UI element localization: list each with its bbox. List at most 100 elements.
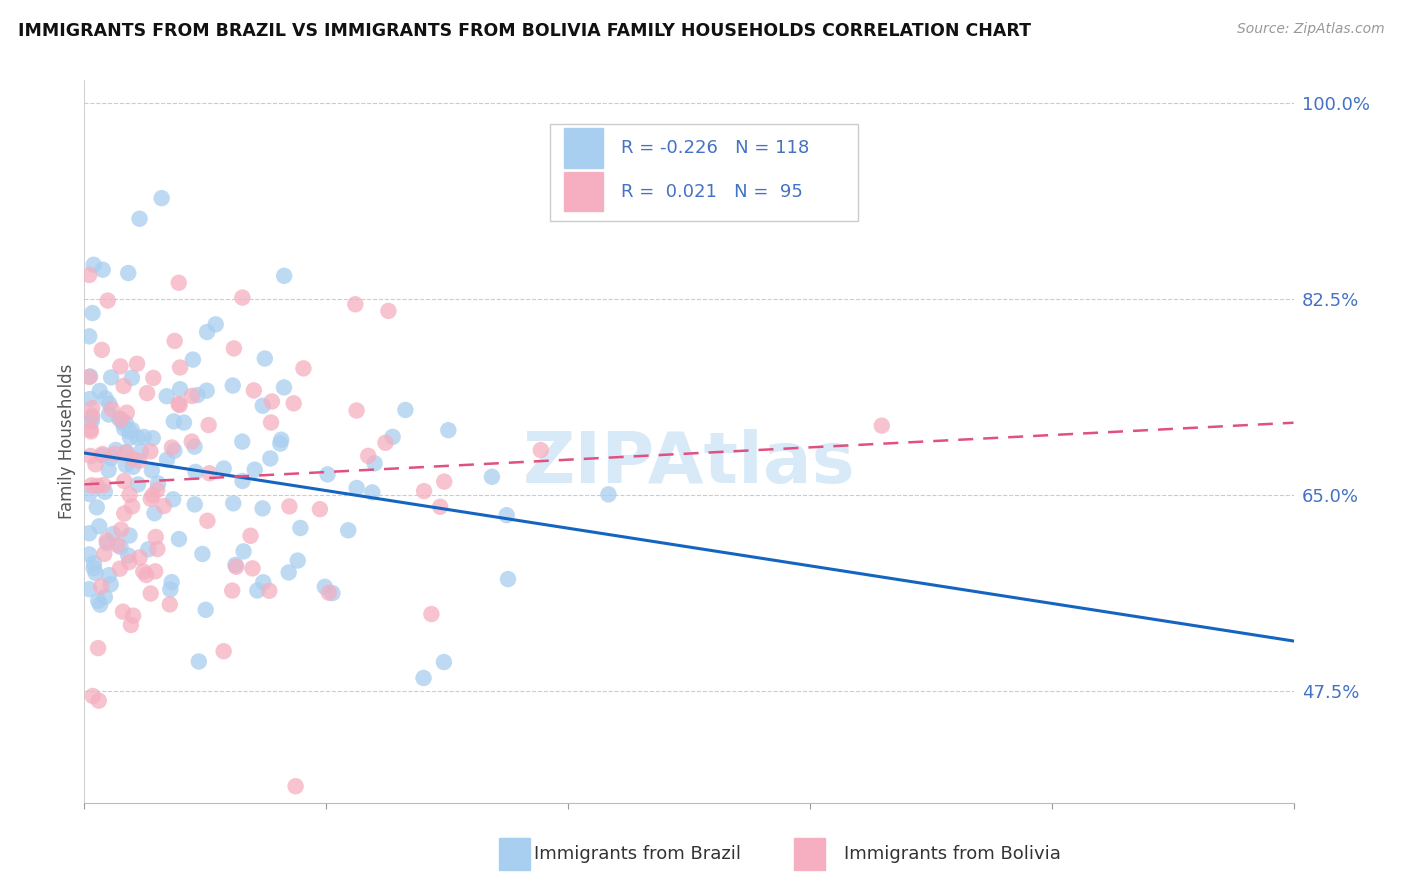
Point <box>259 583 281 598</box>
Point <box>79 392 101 406</box>
Point <box>117 266 139 280</box>
Point <box>87 693 110 707</box>
Point <box>87 641 110 656</box>
Point <box>290 521 312 535</box>
Point <box>91 449 114 463</box>
Point <box>139 444 162 458</box>
Point <box>132 565 155 579</box>
Point <box>112 379 135 393</box>
Point <box>437 423 460 437</box>
Point <box>107 538 129 552</box>
Point <box>100 370 122 384</box>
Point <box>344 297 367 311</box>
Point <box>321 586 343 600</box>
Point <box>481 470 503 484</box>
Point <box>146 476 169 491</box>
Point <box>420 607 443 621</box>
Point <box>222 496 245 510</box>
Point <box>118 425 141 439</box>
Point <box>87 593 110 607</box>
Point <box>122 608 145 623</box>
Point <box>169 398 191 412</box>
Point <box>252 501 274 516</box>
Point <box>139 586 162 600</box>
Text: IMMIGRANTS FROM BRAZIL VS IMMIGRANTS FROM BOLIVIA FAMILY HOUSEHOLDS CORRELATION : IMMIGRANTS FROM BRAZIL VS IMMIGRANTS FRO… <box>18 22 1031 40</box>
Text: R =  0.021   N =  95: R = 0.021 N = 95 <box>621 183 803 201</box>
Text: Immigrants from Brazil: Immigrants from Brazil <box>534 845 741 863</box>
Point <box>252 575 274 590</box>
Text: Immigrants from Bolivia: Immigrants from Bolivia <box>844 845 1060 863</box>
Point <box>429 500 451 514</box>
Point <box>337 524 360 538</box>
Point <box>100 451 122 466</box>
Point <box>89 519 111 533</box>
Point <box>93 547 115 561</box>
Point <box>110 412 132 426</box>
Point <box>97 408 120 422</box>
FancyBboxPatch shape <box>550 124 858 221</box>
Point <box>82 410 104 425</box>
Point <box>381 430 404 444</box>
Point <box>167 276 190 290</box>
Text: R = -0.226   N = 118: R = -0.226 N = 118 <box>621 138 810 157</box>
Point <box>77 582 100 596</box>
Point <box>112 422 135 436</box>
Point <box>115 445 138 459</box>
Point <box>98 397 121 411</box>
Point <box>283 396 305 410</box>
Point <box>292 361 315 376</box>
Point <box>184 465 207 479</box>
Point <box>159 582 181 597</box>
Point <box>181 352 204 367</box>
Point <box>173 416 195 430</box>
Point <box>83 258 105 272</box>
Point <box>253 351 276 366</box>
Point <box>222 378 245 392</box>
Point <box>156 389 179 403</box>
Point <box>183 440 205 454</box>
Point <box>186 388 208 402</box>
Point <box>142 488 165 502</box>
Point <box>180 389 202 403</box>
Point <box>232 544 254 558</box>
Point <box>163 414 186 428</box>
Point <box>121 451 143 466</box>
Point <box>98 568 121 582</box>
Point <box>91 262 114 277</box>
Point <box>120 618 142 632</box>
Point <box>86 500 108 515</box>
Point <box>314 580 336 594</box>
Point <box>169 360 191 375</box>
Point <box>100 402 122 417</box>
Point <box>278 500 301 514</box>
Point <box>97 293 120 308</box>
Point <box>273 380 295 394</box>
Point <box>108 411 131 425</box>
Point <box>103 527 125 541</box>
Point <box>167 532 190 546</box>
Point <box>129 444 152 458</box>
Point <box>156 452 179 467</box>
Point <box>77 548 100 562</box>
Point <box>184 497 207 511</box>
Point <box>80 415 103 429</box>
Point <box>77 370 100 384</box>
Point <box>495 508 517 523</box>
Point <box>433 475 456 489</box>
Point <box>77 268 100 282</box>
Point <box>117 549 139 563</box>
Point <box>115 406 138 420</box>
Point <box>163 334 186 348</box>
Point <box>239 529 262 543</box>
Point <box>128 211 150 226</box>
Point <box>82 401 104 415</box>
Point <box>242 561 264 575</box>
Point <box>143 506 166 520</box>
Point <box>160 441 183 455</box>
Point <box>111 416 134 430</box>
Point <box>198 467 221 481</box>
Point <box>496 572 519 586</box>
Point <box>136 386 159 401</box>
Point <box>83 561 105 575</box>
Point <box>433 655 456 669</box>
